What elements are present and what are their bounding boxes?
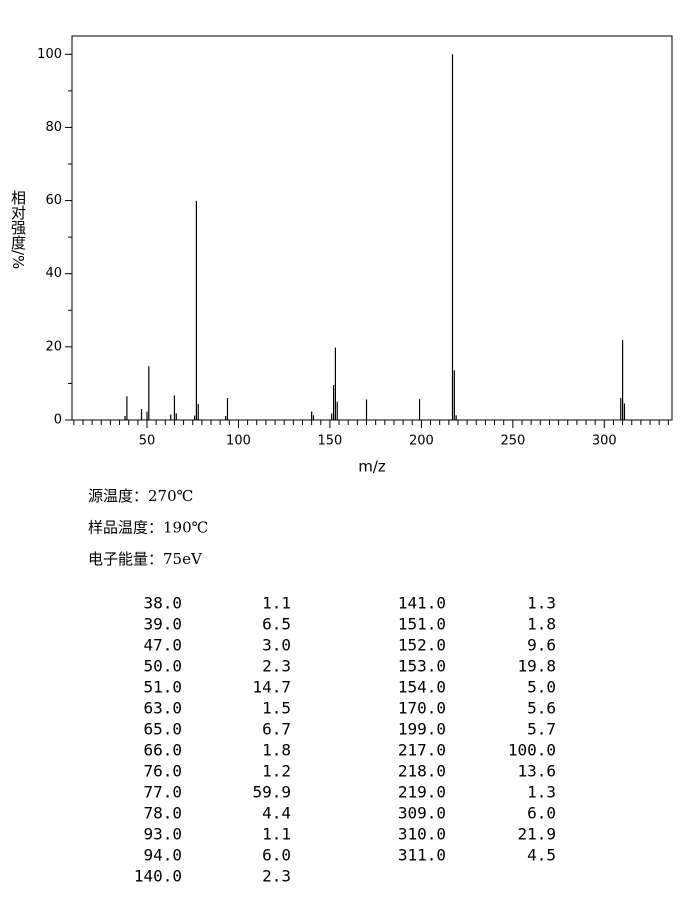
intensity-cell: 6.0 (527, 804, 556, 823)
intensity-cell: 59.9 (252, 783, 291, 802)
y-tick-label: 100 (37, 47, 62, 62)
intensity-cell: 6.7 (262, 720, 291, 739)
intensity-cell: 1.3 (527, 594, 556, 613)
y-tick-label: 40 (45, 266, 62, 281)
intensity-cell: 4.4 (262, 804, 291, 823)
mz-cell: 38.0 (143, 594, 182, 613)
x-tick-label: 50 (139, 434, 156, 449)
mz-cell: 39.0 (143, 615, 182, 634)
intensity-cell: 1.8 (262, 741, 291, 760)
mz-cell: 51.0 (143, 678, 182, 697)
intensity-cell: 1.8 (527, 615, 556, 634)
intensity-cell: 14.7 (252, 678, 291, 697)
condition: 源温度：270℃ (88, 487, 193, 505)
mz-cell: 154.0 (398, 678, 446, 697)
mz-cell: 152.0 (398, 636, 446, 655)
intensity-cell: 100.0 (508, 741, 556, 760)
mz-cell: 217.0 (398, 741, 446, 760)
mz-cell: 151.0 (398, 615, 446, 634)
condition: 样品温度：190℃ (88, 519, 208, 537)
mz-cell: 63.0 (143, 699, 182, 718)
mz-cell: 47.0 (143, 636, 182, 655)
intensity-cell: 5.7 (527, 720, 556, 739)
mz-cell: 77.0 (143, 783, 182, 802)
mz-cell: 93.0 (143, 825, 182, 844)
mz-cell: 78.0 (143, 804, 182, 823)
intensity-cell: 1.1 (262, 825, 291, 844)
intensity-cell: 2.3 (262, 867, 291, 886)
mz-cell: 310.0 (398, 825, 446, 844)
intensity-cell: 9.6 (527, 636, 556, 655)
y-tick-label: 80 (45, 120, 62, 135)
intensity-cell: 4.5 (527, 846, 556, 865)
mz-cell: 219.0 (398, 783, 446, 802)
intensity-cell: 21.9 (517, 825, 556, 844)
intensity-cell: 19.8 (517, 657, 556, 676)
mz-cell: 94.0 (143, 846, 182, 865)
mz-cell: 311.0 (398, 846, 446, 865)
mz-cell: 76.0 (143, 762, 182, 781)
intensity-cell: 1.2 (262, 762, 291, 781)
mz-cell: 66.0 (143, 741, 182, 760)
y-axis-label: 相对强度/% (9, 190, 27, 269)
y-tick-label: 0 (54, 413, 62, 428)
x-tick-label: 250 (500, 434, 525, 449)
y-tick-label: 60 (45, 193, 62, 208)
x-axis-label: m/z (358, 458, 386, 476)
intensity-cell: 13.6 (517, 762, 556, 781)
mz-cell: 141.0 (398, 594, 446, 613)
intensity-cell: 5.0 (527, 678, 556, 697)
y-tick-label: 20 (45, 339, 62, 354)
x-tick-label: 200 (409, 434, 434, 449)
mz-cell: 218.0 (398, 762, 446, 781)
intensity-cell: 5.6 (527, 699, 556, 718)
intensity-cell: 2.3 (262, 657, 291, 676)
mz-cell: 170.0 (398, 699, 446, 718)
intensity-cell: 1.3 (527, 783, 556, 802)
mz-cell: 65.0 (143, 720, 182, 739)
intensity-cell: 1.5 (262, 699, 291, 718)
intensity-cell: 6.0 (262, 846, 291, 865)
mz-cell: 140.0 (134, 867, 182, 886)
intensity-cell: 6.5 (262, 615, 291, 634)
plot-frame (71, 35, 673, 421)
x-tick-label: 100 (226, 434, 251, 449)
mz-cell: 50.0 (143, 657, 182, 676)
mz-cell: 309.0 (398, 804, 446, 823)
mz-cell: 153.0 (398, 657, 446, 676)
intensity-cell: 3.0 (262, 636, 291, 655)
condition: 电子能量：75eV (88, 550, 203, 568)
mz-cell: 199.0 (398, 720, 446, 739)
x-tick-label: 150 (318, 434, 343, 449)
x-tick-label: 300 (592, 434, 617, 449)
intensity-cell: 1.1 (262, 594, 291, 613)
